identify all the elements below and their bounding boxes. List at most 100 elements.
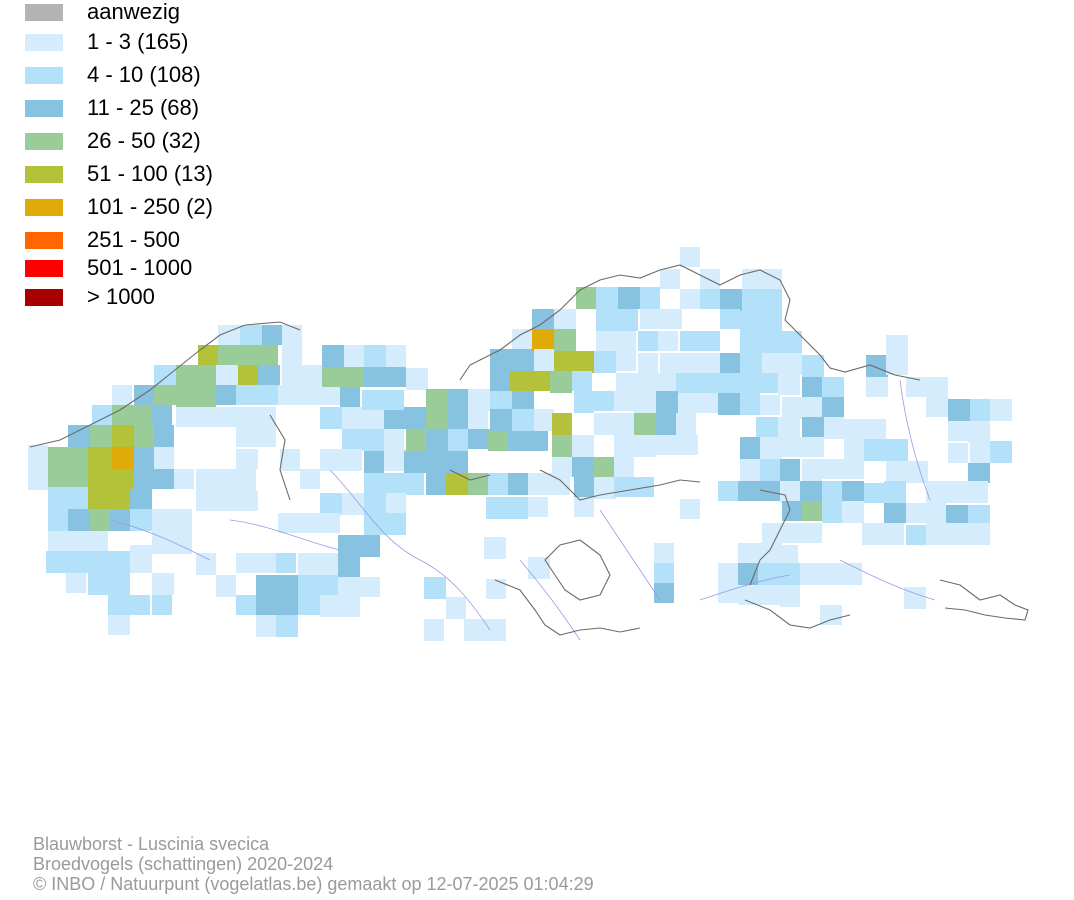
grid-cell: [386, 345, 406, 367]
grid-cell: [86, 551, 108, 573]
grid-cell: [640, 287, 660, 309]
grid-cell: [906, 525, 926, 545]
grid-cell: [364, 365, 406, 387]
grid-cell: [782, 397, 824, 419]
grid-cell: [488, 429, 508, 451]
grid-cell: [990, 441, 1012, 463]
grid-cell: [364, 473, 424, 495]
grid-cell: [103, 447, 113, 487]
grid-cell: [720, 353, 740, 373]
grid-cell: [802, 377, 822, 397]
legend-swatch: [25, 132, 63, 150]
grid-cell: [614, 457, 634, 477]
grid-cell: [68, 425, 90, 447]
grid-cell: [174, 469, 194, 489]
grid-cell: [88, 447, 103, 487]
grid-cell: [616, 373, 656, 393]
grid-cell: [88, 487, 110, 509]
grid-cell: [426, 429, 448, 451]
grid-cell: [844, 439, 864, 461]
grid-cell: [216, 365, 238, 385]
grid-cell: [152, 573, 174, 595]
grid-cell: [778, 373, 800, 395]
grid-cell: [618, 287, 640, 309]
grid-cell: [948, 399, 970, 421]
grid-cell: [446, 473, 468, 495]
grid-cell: [640, 309, 682, 329]
grid-cell: [112, 385, 132, 405]
grid-cell: [342, 429, 364, 451]
grid-cell: [720, 289, 742, 311]
grid-cell: [48, 487, 68, 509]
grid-cell: [512, 409, 534, 431]
grid-cell: [680, 247, 700, 267]
legend-label: aanwezig: [87, 0, 180, 24]
grid-cell: [322, 345, 344, 367]
grid-cell: [110, 573, 130, 595]
grid-cell: [338, 557, 360, 577]
grid-cell: [46, 551, 86, 573]
grid-cell: [822, 397, 844, 419]
grid-cell: [508, 473, 528, 495]
grid-cell: [656, 413, 678, 435]
grid-cell: [574, 477, 594, 497]
grid-cell: [680, 331, 720, 351]
grid-cell: [534, 349, 554, 371]
legend-label: 1 - 3 (165): [87, 29, 189, 54]
grid-cell: [658, 331, 678, 351]
grid-cell: [196, 491, 236, 511]
grid-cell: [338, 535, 380, 557]
grid-cell: [634, 413, 656, 435]
grid-cell: [782, 437, 824, 457]
legend-item: > 1000: [25, 282, 155, 312]
region-boundaries: [29, 264, 1029, 636]
legend-swatch: [25, 66, 63, 84]
grid-cell: [802, 355, 824, 377]
grid-cell: [468, 473, 488, 495]
legend-swatch: [25, 99, 63, 117]
grid-cell: [596, 309, 638, 331]
grid-cell: [864, 483, 884, 503]
grid-cell: [176, 407, 198, 427]
grid-cell: [134, 425, 154, 447]
grid-cell: [638, 331, 660, 351]
grid-cell: [176, 385, 216, 407]
grid-cell: [968, 463, 990, 483]
grid-cell: [256, 615, 276, 637]
legend-item: 4 - 10 (108): [25, 60, 201, 90]
grid-cell: [716, 373, 756, 393]
grid-cell: [554, 329, 576, 351]
grid-cell: [906, 377, 948, 397]
grid-cell: [676, 373, 716, 395]
grid-cell: [362, 390, 404, 410]
grid-cell: [216, 407, 256, 427]
grid-cell: [256, 407, 276, 427]
grid-cell: [780, 585, 800, 607]
legend-label: > 1000: [87, 284, 155, 309]
grid-cell: [820, 605, 842, 625]
grid-cell: [108, 615, 130, 635]
grid-cell: [384, 449, 406, 471]
grid-cell: [802, 459, 822, 481]
grid-cell: [718, 393, 740, 415]
grid-cell: [406, 368, 428, 390]
grid-cell: [904, 587, 926, 609]
grid-cell: [28, 445, 48, 490]
grid-cell: [738, 543, 778, 563]
grid-cell: [218, 325, 240, 345]
grid-cell: [236, 385, 278, 405]
grid-cell: [676, 413, 696, 435]
grid-cell: [802, 501, 822, 521]
legend-item: 51 - 100 (13): [25, 159, 213, 189]
grid-cell: [256, 575, 298, 615]
grid-cell: [738, 481, 758, 501]
grid-cell: [88, 573, 110, 595]
grid-cell: [258, 365, 280, 385]
grid-cell: [660, 269, 680, 289]
grid-cell: [488, 473, 508, 495]
grid-cell: [112, 469, 134, 509]
grid-cell: [320, 449, 342, 471]
grid-cell: [822, 459, 864, 479]
map-footer: Blauwborst - Luscinia svecica Broedvogel…: [33, 834, 594, 894]
